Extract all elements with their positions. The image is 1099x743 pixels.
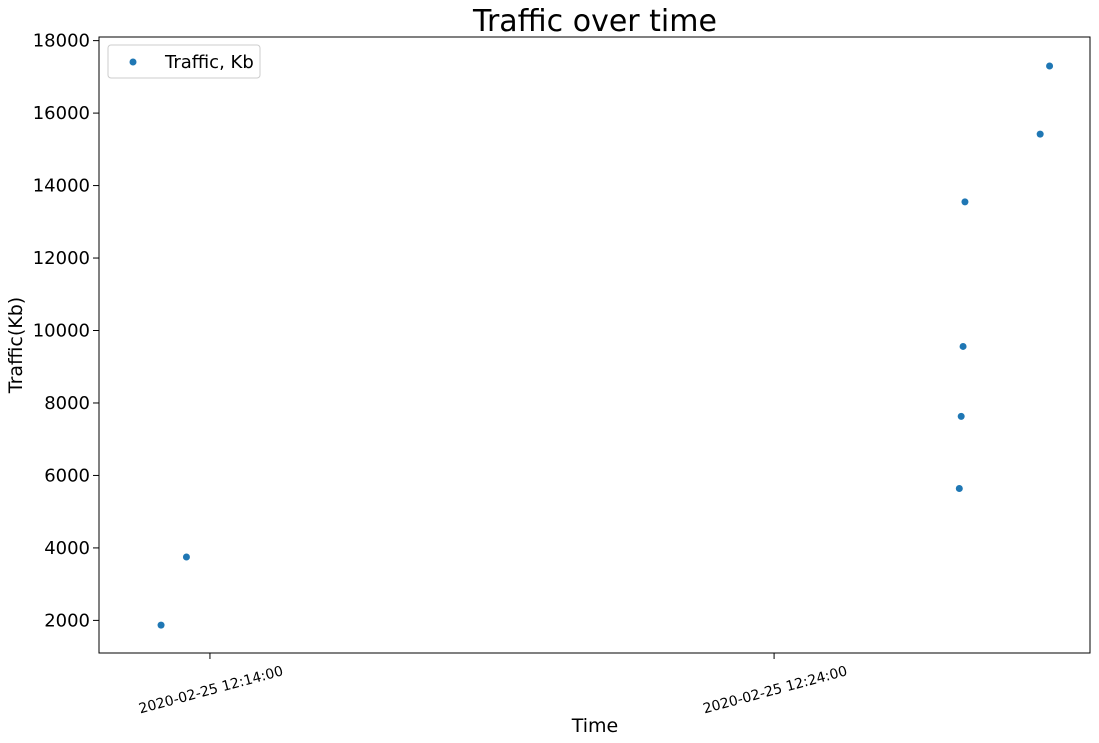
x-axis-label: Time xyxy=(571,715,619,737)
data-point xyxy=(955,484,963,492)
y-tick-label: 4000 xyxy=(44,538,90,559)
legend-box xyxy=(107,44,261,79)
y-tick-label: 16000 xyxy=(33,103,90,124)
legend: Traffic, Kb xyxy=(107,44,261,79)
x-axis: 2020-02-25 12:14:00 2020-02-25 12:24:00 xyxy=(137,653,849,717)
y-tick-label: 8000 xyxy=(44,393,90,414)
data-point xyxy=(961,198,969,206)
y-tick-label: 10000 xyxy=(33,321,90,342)
y-axis-label: Traffic(Kb) xyxy=(5,297,27,394)
y-tick-label: 6000 xyxy=(44,465,90,486)
x-tick-label: 2020-02-25 12:24:00 xyxy=(701,663,849,717)
y-tick-label: 14000 xyxy=(33,176,90,197)
data-points xyxy=(157,62,1054,629)
plot-area-frame xyxy=(98,36,1091,654)
data-point xyxy=(957,412,965,420)
y-tick-label: 2000 xyxy=(44,610,90,631)
data-point xyxy=(157,621,165,629)
x-tick-label: 2020-02-25 12:14:00 xyxy=(137,663,285,717)
y-tick-label: 12000 xyxy=(33,248,90,269)
chart-title: Traffic over time xyxy=(472,4,717,39)
data-point xyxy=(182,553,190,561)
legend-label: Traffic, Kb xyxy=(164,52,254,73)
data-point xyxy=(1046,62,1054,70)
data-point xyxy=(1036,130,1044,138)
legend-marker xyxy=(129,58,137,66)
y-axis: 2000 4000 6000 8000 10000 12000 14000 16000 1800… xyxy=(33,31,99,631)
y-tick-label: 18000 xyxy=(33,31,90,52)
data-point xyxy=(959,342,967,350)
